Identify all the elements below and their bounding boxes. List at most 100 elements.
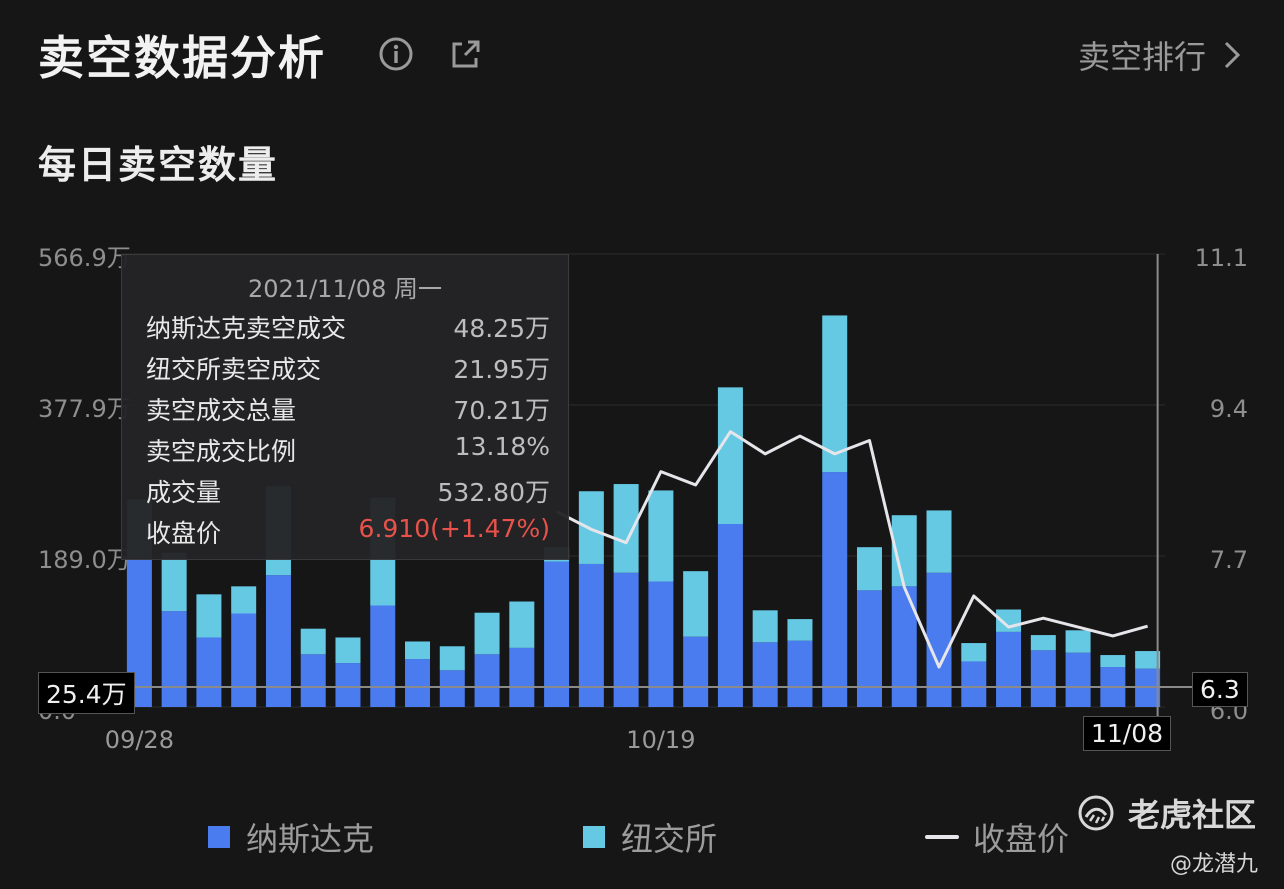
left-axis-tick: 377.9万 (38, 395, 131, 423)
short-rank-label: 卖空排行 (1077, 38, 1206, 76)
bar-nyse (161, 552, 187, 612)
tooltip-label: 成交量 (146, 478, 222, 507)
bar-nasdaq (752, 642, 778, 707)
tooltip-row: 纳斯达克卖空成交 48.25万 (146, 309, 550, 345)
tooltip-value: 70.21万 (453, 396, 550, 425)
x-axis: 09/28 10/19 (105, 726, 696, 754)
right-axis-tick: 9.4 (1210, 395, 1248, 423)
bar-nasdaq (717, 524, 743, 707)
brand-name: 老虎社区 (1127, 796, 1256, 834)
bar-nasdaq (1030, 650, 1056, 707)
bar-nasdaq (474, 654, 500, 707)
bar-nasdaq (822, 472, 848, 707)
bar-nyse (578, 491, 604, 564)
bar-nyse (474, 612, 500, 655)
bar-nasdaq (1065, 652, 1091, 707)
tooltip-row: 卖空成交总量 70.21万 (146, 391, 550, 427)
tooltip-label: 纽交所卖空成交 (146, 355, 322, 384)
legend-item-close[interactable]: 收盘价 (925, 814, 1069, 860)
bar-nasdaq (996, 631, 1022, 707)
bar-nasdaq (161, 611, 187, 707)
info-icon[interactable] (378, 36, 414, 72)
bar-nyse (405, 641, 431, 660)
bar-nasdaq (231, 613, 257, 707)
legend-label: 收盘价 (973, 820, 1070, 858)
bar-nasdaq (544, 561, 570, 707)
bar-nasdaq (926, 572, 952, 707)
page-title: 卖空数据分析 (38, 31, 326, 85)
tooltip-value: 48.25万 (453, 314, 550, 343)
bar-nyse (752, 610, 778, 643)
tiger-logo-icon (1078, 795, 1114, 831)
bar-nyse (509, 601, 535, 648)
tooltip-row: 纽交所卖空成交 21.95万 (146, 350, 550, 386)
legend-label: 纳斯达克 (246, 820, 375, 858)
chart-close-line (555, 430, 1149, 669)
chart-tooltip: 2021/11/08 周一 纳斯达克卖空成交 48.25万 纽交所卖空成交 21… (121, 254, 569, 560)
bar-nasdaq (370, 605, 396, 707)
bar-nyse (335, 637, 361, 664)
bar-nyse (1030, 635, 1056, 651)
legend-item-nasdaq[interactable]: 纳斯达克 (208, 814, 374, 860)
bar-nyse (613, 484, 639, 573)
legend-line (925, 835, 959, 839)
right-axis-tick: 11.1 (1195, 244, 1248, 272)
bar-nasdaq (335, 663, 361, 707)
crosshair-date-tag: 11/08 (1083, 716, 1172, 751)
tooltip-row: 收盘价 6.910(+1.47%) (146, 514, 550, 550)
tooltip-label: 纳斯达克卖空成交 (146, 314, 347, 343)
bar-nyse (648, 490, 674, 582)
brand-watermark: 老虎社区 (1076, 790, 1256, 836)
bar-nyse (926, 510, 952, 573)
left-axis-tick: 189.0万 (38, 546, 131, 574)
bar-nasdaq (439, 670, 465, 707)
legend-swatch (208, 826, 230, 848)
bar-nasdaq (648, 581, 674, 707)
crosshair (122, 254, 1192, 720)
tooltip-value-close: 6.910(+1.47%) (358, 514, 550, 543)
bar-nasdaq (196, 637, 222, 707)
close-price-line (555, 430, 1149, 669)
tooltip-value: 21.95万 (453, 355, 550, 384)
tooltip-value: 532.80万 (437, 478, 550, 507)
crosshair-value-tag: 25.4万 (38, 672, 135, 714)
tooltip-label: 收盘价 (146, 519, 222, 548)
tooltip-row: 成交量 532.80万 (146, 473, 550, 509)
bar-nyse (231, 586, 257, 614)
bar-nasdaq (613, 572, 639, 707)
bar-nasdaq (578, 563, 604, 707)
bar-nasdaq (961, 661, 987, 707)
tooltip-label: 卖空成交总量 (146, 396, 297, 425)
x-axis-tick: 09/28 (105, 726, 174, 754)
author-handle: @龙潜九 (1169, 852, 1258, 877)
left-axis-tick: 566.9万 (38, 244, 131, 272)
bar-nyse (196, 594, 222, 638)
bar-nyse (717, 387, 743, 525)
bar-nyse (856, 547, 882, 591)
tooltip-value: 13.18% (454, 432, 550, 461)
legend-swatch (583, 826, 605, 848)
legend-label: 纽交所 (621, 820, 718, 858)
bar-nyse (683, 571, 709, 637)
legend-item-nyse[interactable]: 纽交所 (583, 814, 717, 860)
bar-nasdaq (683, 636, 709, 707)
bar-nasdaq (300, 654, 326, 707)
crosshair-price-tag: 6.3 (1192, 672, 1248, 707)
tooltip-date: 2021/11/08 周一 (248, 275, 442, 303)
share-icon[interactable] (448, 36, 484, 72)
short-rank-link[interactable]: 卖空排行 (1078, 32, 1240, 78)
bar-nasdaq (265, 575, 291, 707)
right-axis-tick: 7.7 (1210, 546, 1248, 574)
bar-nyse (439, 646, 465, 671)
tooltip-label: 卖空成交比例 (146, 437, 297, 466)
right-axis: 11.19.47.76.0 (1195, 244, 1248, 725)
bar-nasdaq (787, 640, 813, 707)
page-header: 卖空数据分析 卖空排行 (38, 22, 1248, 85)
bar-nyse (1065, 630, 1091, 653)
chart-legend: 纳斯达克 纽交所 收盘价 (0, 814, 1100, 860)
x-axis-tick: 10/19 (626, 726, 695, 754)
bar-nyse (961, 643, 987, 662)
bar-nyse (300, 628, 326, 655)
tooltip-row: 卖空成交比例 13.18% (146, 432, 550, 468)
